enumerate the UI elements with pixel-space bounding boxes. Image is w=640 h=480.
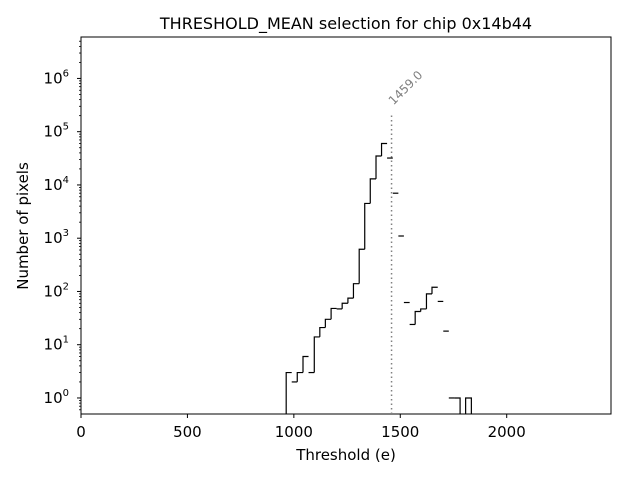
y-tick-label: 100 (44, 388, 69, 407)
histogram-bin (380, 142, 388, 156)
histogram-bin (347, 297, 354, 304)
histogram-bin (285, 371, 292, 414)
histogram-bin (302, 355, 309, 373)
histogram-bin (454, 397, 461, 414)
x-axis-title: Threshold (e) (295, 446, 396, 464)
histogram-bin (341, 302, 348, 309)
histogram-bin (352, 283, 360, 299)
histogram-bin (425, 293, 432, 309)
y-tick-label: 102 (44, 281, 69, 300)
histogram-bin (319, 326, 326, 337)
histogram-bin (324, 318, 332, 328)
x-tick-label: 1000 (275, 423, 313, 441)
histogram-bin (330, 307, 337, 320)
y-tick-label: 105 (44, 122, 69, 141)
histogram-bin (465, 397, 472, 414)
histogram-bin (313, 336, 320, 373)
histogram-bin (296, 371, 304, 382)
y-tick-label: 103 (44, 228, 69, 247)
histogram-bin (375, 155, 382, 179)
y-tick-label: 104 (44, 175, 69, 194)
histogram-bin (414, 310, 421, 325)
x-tick-label: 1500 (381, 423, 419, 441)
x-tick-label: 0 (76, 423, 86, 441)
plot-frame (80, 36, 612, 415)
histogram-bin (420, 308, 427, 312)
chart-title: THRESHOLD_MEAN selection for chip 0x14b4… (159, 14, 532, 34)
histogram-bin (369, 178, 377, 204)
histogram-bin (364, 202, 371, 250)
histogram-bin (431, 286, 438, 294)
x-tick-label: 500 (173, 423, 202, 441)
y-tick-label: 106 (44, 68, 69, 87)
y-axis-title: Number of pixels (14, 162, 32, 290)
y-tick-label: 101 (44, 335, 69, 354)
histogram-bin (358, 248, 365, 284)
x-tick-label: 2000 (488, 423, 526, 441)
